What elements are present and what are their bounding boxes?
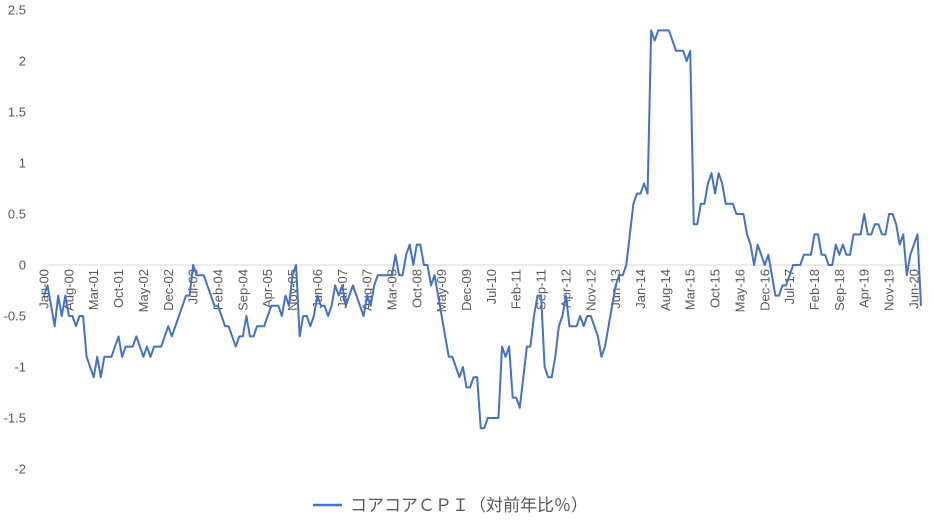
x-tick-label: Apr-05 [260,269,275,308]
x-tick-label: Dec-16 [757,269,772,311]
x-tick-label: Jul-10 [484,269,499,304]
x-tick-label: Jul-17 [782,269,797,304]
x-tick-label: Mar-08 [384,269,399,310]
x-axis-tick-labels: Jan-00 Aug-00 Mar-01 Oct-01 May-02 Dec-02 Jul-… [37,269,922,312]
x-tick-label: Oct-08 [409,269,424,308]
x-tick-label: Dec-09 [459,269,474,311]
x-tick-label: Dec-02 [161,269,176,311]
x-tick-label: Jun-06 [310,269,325,309]
y-tick-label: 0 [19,258,26,273]
x-tick-label: Jan-14 [633,269,648,309]
y-tick-label: -1 [14,360,26,375]
x-tick-label: Jan-00 [37,269,52,309]
x-tick-label: Apr-19 [857,269,872,308]
x-tick-label: Feb-11 [509,269,524,309]
y-tick-label: -2 [14,462,26,477]
x-tick-label: Jun-20 [906,269,921,309]
x-tick-label: Oct-01 [111,269,126,308]
y-tick-label: 2 [19,54,26,69]
x-tick-label: Nov-12 [583,269,598,311]
x-tick-label: Sep-18 [832,269,847,311]
legend-label: コアコアＣＰＩ（対前年比％） [350,496,588,516]
x-tick-label: Sep-04 [235,269,250,311]
x-tick-label: May-09 [434,269,449,312]
y-tick-label: 1 [19,156,26,171]
x-tick-label: May-16 [732,269,747,312]
x-tick-label: Feb-04 [210,269,225,310]
x-tick-label: Mar-01 [86,269,101,310]
x-tick-label: Feb-18 [807,269,822,310]
x-tick-label: Mar-15 [683,269,698,310]
series-line-core-core-cpi [43,29,922,430]
y-tick-label: 0.5 [8,207,26,222]
x-tick-label: Apr-12 [558,269,573,308]
x-tick-label: Aug-14 [658,269,673,311]
x-tick-label: Oct-15 [708,269,723,308]
x-tick-label: Nov-19 [882,269,897,311]
x-tick-label: May-02 [136,269,151,312]
y-tick-label: 2.5 [8,3,26,18]
y-tick-label: -0.5 [4,309,26,324]
y-tick-label: 1.5 [8,105,26,120]
x-tick-label: Aug-07 [360,269,375,311]
y-axis-tick-labels: 2.5 2 1.5 1 0.5 0 -0.5 -1 -1.5 -2 [4,3,26,477]
y-tick-label: -1.5 [4,411,26,426]
legend: コアコアＣＰＩ（対前年比％） [313,496,588,516]
